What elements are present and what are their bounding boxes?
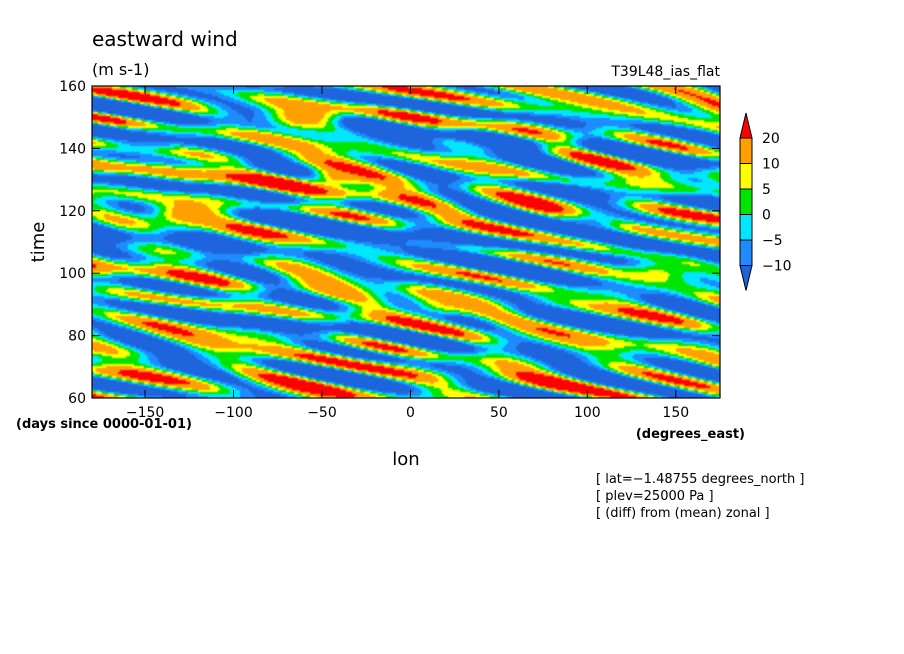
y-tick-label: 100 — [59, 266, 86, 282]
x-tick-label: −50 — [307, 405, 337, 421]
colorbar-swatch — [739, 239, 753, 266]
y-axis-label: time — [28, 222, 49, 263]
note-diff: [ (diff) from (mean) zonal ] — [596, 506, 770, 521]
plot-frame — [91, 85, 721, 399]
colorbar-label: 20 — [762, 131, 780, 147]
experiment-label: T39L48_ias_flat — [610, 64, 720, 80]
wind-field — [92, 86, 720, 398]
colorbar-label: 10 — [762, 157, 780, 173]
note-plev: [ plev=25000 Pa ] — [596, 489, 714, 504]
y-axis-units: (days since 0000-01-01) — [16, 417, 192, 432]
x-axis-units: (degrees_east) — [636, 427, 745, 442]
plot-area — [91, 85, 721, 399]
x-tick-label: 0 — [406, 405, 415, 421]
y-tick-label: 120 — [59, 204, 86, 220]
colorbar-swatch — [739, 188, 753, 215]
colorbar-label: −10 — [762, 259, 792, 275]
y-tick-label: 60 — [68, 391, 86, 407]
y-tick-label: 140 — [59, 141, 86, 157]
colorbar-label: 0 — [762, 208, 771, 224]
x-tick-label: −100 — [214, 405, 252, 421]
x-tick-label: 150 — [662, 405, 689, 421]
colorbar: 20 10 5 0 −5 −10 — [739, 112, 792, 291]
colorbar-arrow-top — [739, 112, 753, 139]
colorbar-label: 5 — [762, 182, 771, 198]
x-tick-label: 100 — [574, 405, 601, 421]
x-tick-label: −150 — [126, 405, 164, 421]
colorbar-label: −5 — [762, 233, 783, 249]
chart-units: (m s-1) — [92, 60, 149, 79]
y-axis: 60 80 100 120 140 160 — [59, 79, 720, 407]
colorbar-swatch — [739, 214, 753, 241]
colorbar-swatch — [739, 137, 753, 164]
y-tick-label: 80 — [68, 329, 86, 345]
chart-title: eastward wind — [92, 27, 238, 51]
y-tick-label: 160 — [59, 79, 86, 95]
note-lat: [ lat=−1.48755 degrees_north ] — [596, 472, 804, 487]
colorbar-arrow-bottom — [739, 265, 753, 291]
x-axis-label: lon — [392, 449, 419, 470]
x-axis: −150 −100 −50 0 50 100 150 — [126, 86, 689, 421]
colorbar-swatch — [739, 163, 753, 190]
x-tick-label: 50 — [490, 405, 508, 421]
